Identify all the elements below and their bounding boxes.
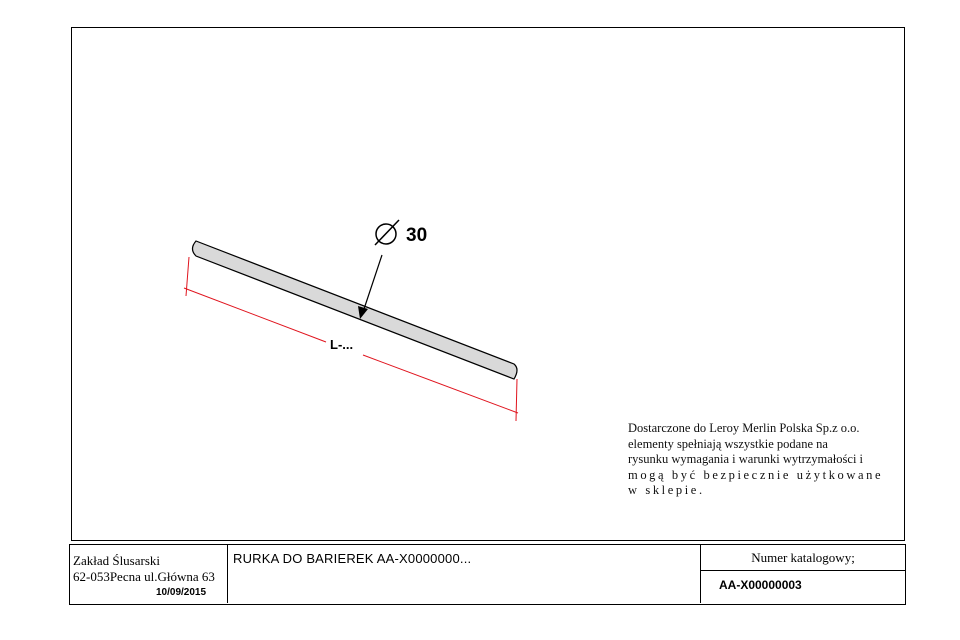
diameter-value: 30 (406, 225, 427, 246)
note-line: Dostarczone do Leroy Merlin Polska Sp.z … (628, 421, 860, 435)
title-block: Zakład Ślusarski 62-053Pecna ul.Główna 6… (69, 544, 906, 605)
note-line: w sklepie. (628, 483, 705, 497)
part-description: RURKA DO BARIEREK AA-X0000000... (233, 551, 472, 566)
length-label: L-... (330, 337, 353, 352)
dimension-line-right (362, 354, 519, 414)
company-name: Zakład Ślusarski (73, 553, 161, 568)
company-cell: Zakład Ślusarski 62-053Pecna ul.Główna 6… (70, 545, 228, 603)
extension-line-right (515, 378, 518, 422)
compliance-note: Dostarczone do Leroy Merlin Polska Sp.z … (628, 421, 908, 499)
catalog-label: Numer katalogowy; (751, 550, 855, 565)
drawing-frame (71, 27, 905, 541)
note-line: rysunku wymagania i warunki wytrzymałośc… (628, 452, 864, 466)
leader-arrowhead (358, 306, 368, 319)
drawing-date: 10/09/2015 (156, 587, 207, 598)
extension-line-left (185, 256, 190, 297)
diameter-symbol-icon (374, 219, 400, 246)
catalog-number: AA-X00000003 (719, 578, 802, 592)
pipe (191, 240, 518, 380)
company-address: 62-053Pecna ul.Główna 63 (73, 569, 215, 584)
catalog-divider (701, 570, 905, 571)
leader-line (362, 254, 383, 313)
catalog-cell: Numer katalogowy; AA-X00000003 (701, 545, 905, 603)
description-cell: RURKA DO BARIEREK AA-X0000000... (228, 545, 701, 603)
note-line: elementy spełniają wszystkie podane na (628, 436, 828, 451)
dimension-line-left (183, 287, 327, 343)
note-line: mogą być bezpiecznie użytkowane (628, 467, 884, 482)
